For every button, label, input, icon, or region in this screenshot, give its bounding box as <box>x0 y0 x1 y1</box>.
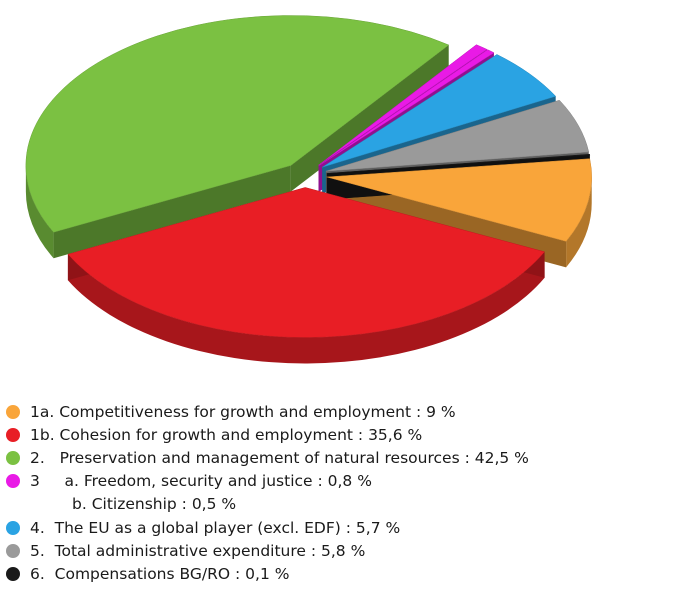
legend-swatch <box>6 543 20 558</box>
pie-slice <box>67 187 546 338</box>
legend-swatch <box>6 520 20 535</box>
pie-tops <box>25 15 592 338</box>
legend-label: 6. Compensations BG/RO : 0,1 % <box>30 564 290 583</box>
legend-label: 1a. Competitiveness for growth and emplo… <box>30 402 456 421</box>
legend-item: 3 a. Freedom, security and justice : 0,8… <box>6 470 674 493</box>
legend-item: 6. Compensations BG/RO : 0,1 % <box>6 562 674 585</box>
legend-item: 2. Preservation and management of natura… <box>6 446 674 469</box>
legend-label: 4. The EU as a global player (excl. EDF)… <box>30 518 401 537</box>
pie-slice-side <box>25 165 54 259</box>
pie-slice <box>326 153 591 174</box>
legend-swatch <box>6 450 20 465</box>
legend: 1a. Competitiveness for growth and emplo… <box>6 400 674 586</box>
pie-slice <box>25 15 450 233</box>
legend-item: 1b. Cohesion for growth and employment :… <box>6 423 674 446</box>
legend-swatch <box>6 566 20 581</box>
pie-slice-cut-face <box>290 44 449 192</box>
legend-label: b. Citizenship : 0,5 % <box>72 495 237 514</box>
legend-item: 1a. Competitiveness for growth and emplo… <box>6 400 674 423</box>
pie-slice <box>322 54 557 168</box>
legend-label: 2. Preservation and management of natura… <box>30 448 529 467</box>
legend-swatch <box>6 474 20 489</box>
pie-slice-cut-face <box>53 165 291 259</box>
pie-slice <box>318 44 488 166</box>
legend-label: 1b. Cohesion for growth and employment :… <box>30 425 423 444</box>
legend-item: b. Citizenship : 0,5 % <box>6 493 674 516</box>
pie-slice <box>319 49 495 166</box>
legend-item: 4. The EU as a global player (excl. EDF)… <box>6 516 674 539</box>
legend-swatch <box>6 404 20 419</box>
pie-slice-side <box>566 176 592 268</box>
pie-slice <box>326 158 592 242</box>
legend-swatch <box>6 427 20 442</box>
pie-slice <box>325 99 590 172</box>
pie-slice-side <box>67 251 545 364</box>
legend-label: 3 a. Freedom, security and justice : 0,8… <box>30 472 372 491</box>
pie-chart <box>25 15 592 364</box>
legend-label: 5. Total administrative expenditure : 5,… <box>30 541 366 560</box>
legend-item: 5. Total administrative expenditure : 5,… <box>6 539 674 562</box>
